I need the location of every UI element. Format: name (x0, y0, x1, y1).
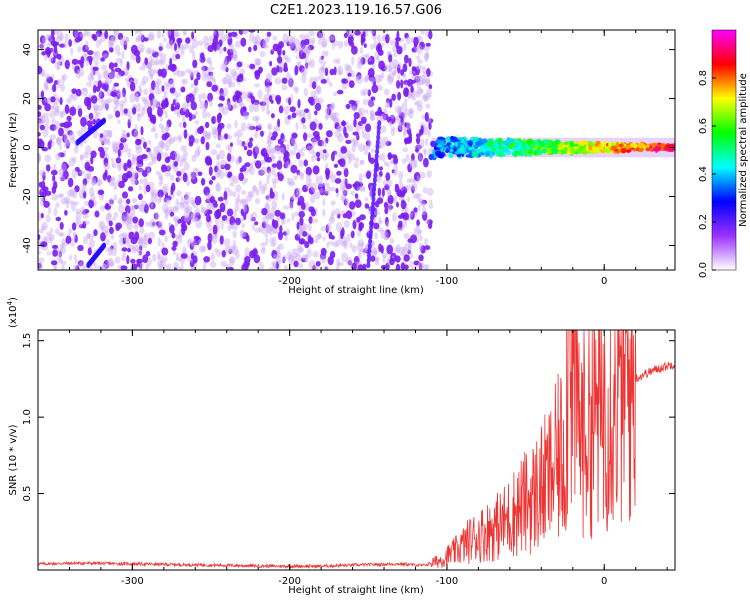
snr-y-ticks: 0.5 1.0 1.5 (22, 333, 675, 502)
spectrogram-x-tick-label: -200 (278, 276, 301, 287)
snr-x-tick-label: -100 (436, 576, 459, 587)
colorbar-gradient (711, 29, 737, 271)
snr-x-tick-label: 0 (601, 576, 607, 587)
snr-frame (37, 329, 676, 571)
heatmap-streak-3 (366, 120, 382, 269)
spectrogram-y-label: Frequency (Hz) (8, 112, 19, 188)
spectrogram-y-tick-label: 20 (22, 92, 33, 105)
colorbar-tick-label: 0.8 (698, 70, 709, 86)
snr-y-tick-label: 0.5 (22, 486, 33, 502)
spectrogram-y-tick-label: -20 (22, 188, 33, 204)
spectrogram-x-tick-label: -300 (121, 276, 144, 287)
snr-y-multiplier: (x104) (6, 297, 19, 328)
heatmap-noise (38, 30, 434, 270)
snr-x-tick-label: -200 (278, 576, 301, 587)
heatmap-streak-2 (86, 242, 107, 269)
heatmap-signal-band (428, 135, 675, 161)
spectrogram-frame (37, 29, 676, 271)
snr-y-tick-label: 1.5 (22, 333, 33, 349)
colorbar-tick-label: 0.0 (698, 262, 709, 278)
spectrogram-x-tick-label: 0 (601, 276, 607, 287)
spectrogram-y-tick-label: 0 (22, 144, 33, 150)
spectrogram-image (38, 30, 675, 270)
snr-x-ticks: -300 -200 -100 0 (37, 330, 668, 587)
heatmap-streak-1 (75, 117, 107, 146)
spectrogram-x-tick-label: -100 (436, 276, 459, 287)
spectrogram-y-ticks: -40 -20 0 20 40 (22, 43, 675, 254)
snr-x-label: Height of straight line (km) (288, 585, 424, 596)
colorbar-tick-label: 0.6 (698, 118, 709, 134)
spectrogram-y-tick-label: -40 (22, 237, 33, 253)
snr-series-line (38, 330, 675, 570)
spectrogram-x-label: Height of straight line (km) (288, 285, 424, 296)
colorbar-tick-label: 0.2 (698, 214, 709, 230)
colorbar: 0.0 0.2 0.4 0.6 0.8 Normalized spectral ampl… (698, 29, 749, 278)
snr-panel: -300 -200 -100 0 0.5 1.0 1.5 Height of straig… (6, 297, 676, 596)
colorbar-tick-label: 0.4 (698, 166, 709, 182)
snr-y-tick-label: 1.0 (22, 409, 33, 425)
spectrogram-x-ticks: -300 -200 -100 0 (37, 30, 668, 287)
snr-x-tick-label: -300 (121, 576, 144, 587)
colorbar-label: Normalized spectral amplitude (738, 73, 749, 227)
colorbar-ticks: 0.0 0.2 0.4 0.6 0.8 (698, 70, 716, 278)
spectrogram-y-tick-label: 40 (22, 43, 33, 56)
snr-y-label: SNR (10 * v/v) (8, 424, 19, 495)
figure-title: C2E1.2023.119.16.57.G06 (270, 3, 442, 18)
